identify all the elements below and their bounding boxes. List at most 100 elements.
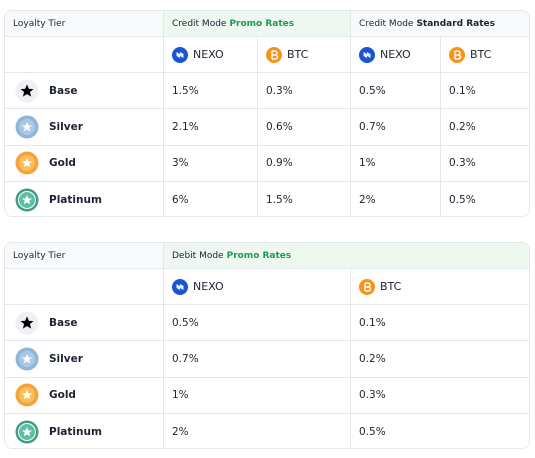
rate-cell: 0.3%	[258, 73, 351, 110]
blank-subheader	[5, 269, 164, 305]
coin-icon	[449, 46, 465, 63]
coin-icon	[359, 278, 375, 295]
rate-value: 1%	[172, 389, 189, 402]
mode-text: Credit Mode	[172, 18, 227, 29]
rate-value: 0.5%	[172, 316, 199, 329]
blank-subheader	[5, 37, 164, 73]
coin-icon	[172, 46, 188, 63]
rate-cell: 1.5%	[258, 181, 351, 217]
rate-value: 3%	[172, 157, 189, 170]
tier-icon	[15, 420, 39, 444]
asset-header: BTC	[258, 37, 351, 73]
asset-name: BTC	[380, 280, 402, 293]
tier-cell: Gold	[5, 377, 164, 414]
asset-name: NEXO	[193, 280, 224, 293]
asset-header: NEXO	[164, 37, 258, 73]
rate-cell: 0.5%	[164, 305, 351, 342]
rate-cell: 0.5%	[441, 181, 529, 217]
tier-name: Base	[49, 84, 78, 97]
rate-value: 0.7%	[359, 120, 386, 133]
rate-cell: 0.6%	[258, 109, 351, 146]
rate-cell: 2%	[351, 181, 441, 217]
rate-value: 1.5%	[266, 193, 293, 206]
rate-value: 0.5%	[449, 193, 476, 206]
rate-value: 0.6%	[266, 120, 293, 133]
tier-icon	[15, 188, 39, 212]
asset-header: NEXO	[351, 37, 441, 73]
rate-cell: 1.5%	[164, 73, 258, 110]
rate-value: 1%	[359, 157, 376, 170]
coin-icon	[359, 46, 375, 63]
rate-cell: 2%	[164, 413, 351, 449]
tier-name: Platinum	[49, 425, 102, 438]
group-header: Credit Mode Promo Rates	[164, 11, 351, 37]
tier-name: Silver	[49, 120, 83, 133]
rate-value: 0.3%	[266, 84, 293, 97]
group-header: Credit Mode Standard Rates	[351, 11, 529, 37]
rate-value: 0.3%	[449, 157, 476, 170]
rate-value: 0.2%	[359, 352, 386, 365]
rate-type-text: Standard Rates	[416, 18, 496, 29]
tier-cell: Base	[5, 305, 164, 342]
tier-icon	[15, 311, 39, 335]
tier-name: Gold	[49, 157, 76, 170]
asset-name: NEXO	[380, 48, 411, 61]
tier-header-text: Loyalty Tier	[13, 18, 66, 29]
rate-cell: 0.7%	[351, 109, 441, 146]
rate-cell: 0.1%	[441, 73, 529, 110]
rate-cell: 6%	[164, 181, 258, 217]
rate-cell: 0.5%	[351, 413, 529, 449]
tier-cell: Platinum	[5, 181, 164, 217]
tier-cell: Silver	[5, 109, 164, 146]
tier-cell: Base	[5, 73, 164, 110]
rate-cell: 0.2%	[351, 341, 529, 378]
group-header: Debit Mode Promo Rates	[164, 243, 529, 269]
tier-cell: Silver	[5, 341, 164, 378]
rate-cell: 0.9%	[258, 145, 351, 182]
rate-value: 2%	[172, 425, 189, 438]
rate-cell: 1%	[164, 377, 351, 414]
asset-header: NEXO	[164, 269, 351, 305]
tier-cell: Gold	[5, 145, 164, 182]
rate-value: 0.5%	[359, 425, 386, 438]
rate-cell: 0.7%	[164, 341, 351, 378]
tier-header: Loyalty Tier	[5, 243, 164, 269]
rate-table: Loyalty Tier Debit Mode Promo Rates NEXO BTC…	[4, 242, 530, 450]
coin-icon	[172, 278, 188, 295]
rate-value: 0.1%	[359, 316, 386, 329]
rate-value: 0.2%	[449, 120, 476, 133]
rate-value: 0.1%	[449, 84, 476, 97]
tier-name: Silver	[49, 352, 83, 365]
tier-icon	[15, 383, 39, 407]
mode-text: Debit Mode	[172, 250, 224, 261]
rate-value: 0.5%	[359, 84, 386, 97]
tier-name: Gold	[49, 389, 76, 402]
rate-cell: 3%	[164, 145, 258, 182]
tier-cell: Platinum	[5, 413, 164, 449]
tier-icon	[15, 151, 39, 175]
rate-cell: 1%	[351, 145, 441, 182]
rate-cell: 0.3%	[351, 377, 529, 414]
tier-icon	[15, 79, 39, 103]
asset-header: BTC	[441, 37, 529, 73]
rate-cell: 2.1%	[164, 109, 258, 146]
tier-header: Loyalty Tier	[5, 11, 164, 37]
rate-value: 6%	[172, 193, 189, 206]
rate-value: 1.5%	[172, 84, 199, 97]
asset-name: BTC	[287, 48, 309, 61]
tier-icon	[15, 115, 39, 139]
rate-value: 0.9%	[266, 157, 293, 170]
rate-type-text: Promo Rates	[226, 250, 292, 261]
asset-header: BTC	[351, 269, 529, 305]
coin-icon	[266, 46, 282, 63]
tier-name: Platinum	[49, 193, 102, 206]
mode-text: Credit Mode	[359, 18, 414, 29]
tier-header-text: Loyalty Tier	[13, 250, 66, 261]
rate-cell: 0.2%	[441, 109, 529, 146]
rate-value: 0.3%	[359, 389, 386, 402]
tier-icon	[15, 347, 39, 371]
tier-name: Base	[49, 316, 78, 329]
rate-value: 0.7%	[172, 352, 199, 365]
asset-name: BTC	[470, 48, 492, 61]
